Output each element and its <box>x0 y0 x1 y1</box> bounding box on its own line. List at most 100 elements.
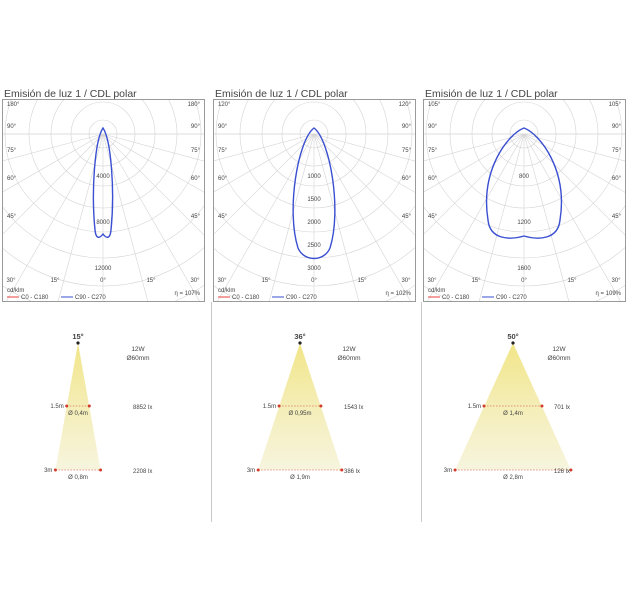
angle-label: 60° <box>428 176 438 182</box>
light-cone <box>55 343 101 470</box>
radial-value-label: 2000 <box>307 220 321 226</box>
beam-diagram: 50° 1.5m Ø 1,4m 701 lx 3m Ø 2,8m 126 lx 12W Ø60m… <box>421 320 632 520</box>
distance-label: 1.5m <box>50 404 63 410</box>
angle-label: 30° <box>427 278 437 284</box>
polar-grid-spoke <box>102 133 204 236</box>
light-source-dot <box>298 341 302 345</box>
illuminance-label: 8852 lx <box>133 405 152 411</box>
panel-title: Emisión de luz 1 / CDL polar <box>425 88 558 100</box>
spot-edge-dot <box>99 468 103 472</box>
unit-label: cd/klm <box>218 288 235 294</box>
angle-label: 90° <box>218 124 228 130</box>
power-label: 12W <box>552 346 566 353</box>
distance-label: 1.5m <box>468 404 481 410</box>
spot-edge-dot <box>482 404 486 408</box>
distance-label: 3m <box>44 468 52 474</box>
panel-title: Emisión de luz 1 / CDL polar <box>215 88 348 100</box>
light-source-dot <box>511 341 515 345</box>
angle-label: 90° <box>612 124 622 130</box>
polar-grid-spoke <box>424 133 525 235</box>
spot-diameter-label: Ø 0,8m <box>68 475 88 481</box>
angle-label: 75° <box>218 148 228 154</box>
radial-value-label: 3000 <box>307 266 321 272</box>
polar-grid-spoke <box>427 133 525 301</box>
angle-label: 105° <box>428 102 441 108</box>
angle-label: 60° <box>191 176 201 182</box>
angle-label: 45° <box>218 214 228 220</box>
angle-label: 75° <box>428 148 438 154</box>
angle-label: 45° <box>428 214 438 220</box>
photometry-panel: Emisión de luz 1 / CDL polar 180° 90° 75° 6… <box>0 0 211 614</box>
polar-grid-spoke <box>523 133 625 162</box>
spot-edge-dot <box>256 468 260 472</box>
angle-label: 90° <box>191 124 201 130</box>
angle-label: 60° <box>7 176 17 182</box>
intensity-curve <box>92 126 114 238</box>
polar-grid-spoke <box>268 133 315 301</box>
spot-diameter-label: Ø 0,95m <box>288 411 311 417</box>
column-divider <box>211 302 212 522</box>
light-cone <box>455 343 571 470</box>
angle-label: 15° <box>146 278 156 284</box>
polar-grid-spoke <box>523 133 625 193</box>
spot-edge-dot <box>53 468 57 472</box>
beam-diagram: 36° 1.5m Ø 0,95m 1543 lx 3m Ø 1,9m 386 lx 12W Ø6… <box>211 320 422 520</box>
angle-label: 75° <box>612 148 622 154</box>
polar-grid-spoke <box>102 133 149 301</box>
efficiency-label: η = 109% <box>595 291 621 297</box>
angle-label: 90° <box>402 124 412 130</box>
radial-value-label: 2500 <box>307 243 321 249</box>
radial-value-label: 8000 <box>96 220 110 226</box>
legend-label: C0 - C180 <box>232 295 260 301</box>
spot-diameter-label: Ø 0,4m <box>68 411 88 417</box>
polar-diagram: 105° 90° 75° 60° 45° 105° 90° 75° 60° 45° 30° 15° 0°… <box>423 99 626 302</box>
spot-edge-dot <box>277 404 281 408</box>
unit-label: cd/klm <box>7 288 24 294</box>
polar-grid-spoke <box>214 133 315 162</box>
spot-edge-dot <box>453 468 457 472</box>
illuminance-label: 2208 lx <box>133 469 152 475</box>
radial-value-label: 800 <box>519 174 530 180</box>
angle-label: 120° <box>218 102 231 108</box>
radial-value-label: 1000 <box>307 174 321 180</box>
efficiency-label: η = 102% <box>385 291 411 297</box>
fixture-diameter-label: Ø60mm <box>547 355 570 362</box>
fixture-diameter-label: Ø60mm <box>126 355 149 362</box>
legend-label: C0 - C180 <box>442 295 470 301</box>
polar-diagram: 120° 90° 75° 60° 45° 120° 90° 75° 60° 45° 30° 15° 0°… <box>213 99 416 302</box>
angle-label: 15° <box>471 278 481 284</box>
distance-label: 3m <box>247 468 255 474</box>
legend-label: C90 - C270 <box>75 295 106 301</box>
polar-grid-spoke <box>214 133 315 193</box>
distance-label: 1.5m <box>263 404 276 410</box>
angle-label: 30° <box>401 278 411 284</box>
illuminance-label: 126 lx <box>554 469 570 475</box>
illuminance-label: 1543 lx <box>344 405 363 411</box>
polar-grid-spoke <box>313 133 360 301</box>
spot-edge-dot <box>87 404 91 408</box>
power-label: 12W <box>131 346 145 353</box>
light-source-dot <box>76 341 80 345</box>
polar-grid-spoke <box>102 133 204 162</box>
angle-label: 60° <box>218 176 228 182</box>
polar-grid-spoke <box>523 133 621 301</box>
spot-edge-dot <box>569 468 573 472</box>
legend-label: C90 - C270 <box>286 295 317 301</box>
illuminance-label: 386 lx <box>344 469 360 475</box>
photometry-panel: Emisión de luz 1 / CDL polar 105° 90° 75° 6… <box>421 0 632 614</box>
polar-grid-spoke <box>214 133 315 235</box>
spot-diameter-label: Ø 2,8m <box>503 475 523 481</box>
angle-label: 60° <box>402 176 412 182</box>
angle-label: 45° <box>191 214 201 220</box>
intensity-curve <box>485 127 563 239</box>
beam-angle-label: 50° <box>507 332 518 341</box>
angle-label: 45° <box>612 214 622 220</box>
angle-label: 0° <box>521 278 527 284</box>
angle-label: 15° <box>50 278 60 284</box>
polar-grid-spoke <box>313 133 411 301</box>
polar-grid-spoke <box>313 133 415 193</box>
radial-value-label: 4000 <box>96 174 110 180</box>
angle-label: 90° <box>428 124 438 130</box>
angle-label: 120° <box>399 102 412 108</box>
angle-label: 180° <box>7 102 20 108</box>
